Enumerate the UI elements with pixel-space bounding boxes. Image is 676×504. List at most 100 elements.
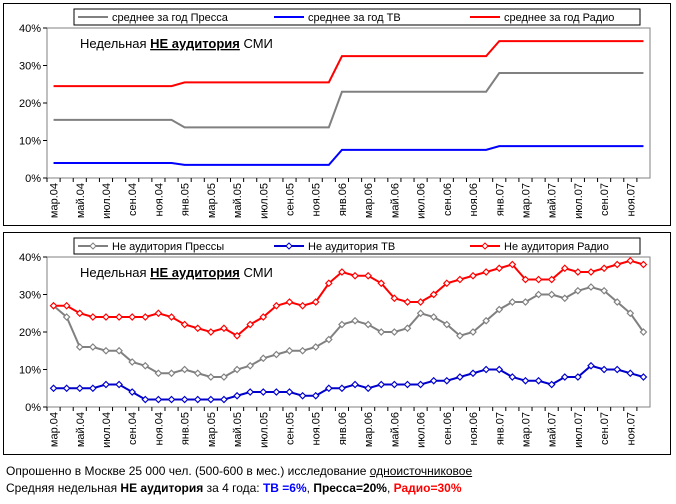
point [574, 373, 582, 381]
point [285, 298, 294, 306]
point [351, 271, 359, 280]
annotation: Недельная НЕ аудитория СМИ [80, 36, 273, 51]
point [180, 395, 189, 404]
x-tick-label: янв.07 [494, 412, 506, 445]
point [311, 343, 320, 351]
point [49, 384, 58, 393]
legend-marker [89, 242, 97, 250]
point [600, 264, 608, 273]
point [233, 365, 241, 374]
footer-text: одноисточниковое [369, 464, 473, 478]
point [75, 384, 84, 393]
x-tick-label: ноя.05 [311, 183, 323, 216]
point [456, 373, 464, 381]
x-tick-label: ноя.07 [625, 183, 637, 216]
x-tick-label: июл.04 [101, 183, 113, 219]
footer-text: , [386, 481, 394, 495]
x-tick-label: май.05 [232, 412, 244, 447]
x-tick-label: май.06 [389, 183, 401, 218]
series-line [53, 259, 644, 337]
legend-label: среднее за год ТВ [308, 12, 401, 24]
point [416, 309, 425, 318]
x-tick-label: янв.06 [337, 183, 349, 216]
point [298, 301, 307, 310]
point [429, 313, 438, 321]
x-tick-label: июл.04 [101, 412, 113, 448]
point [338, 268, 346, 276]
point [115, 313, 123, 321]
point [456, 331, 464, 340]
chart-bottom: 0% 10% 20% 30% 40% мар.04 май.04 июл.04 сен.04 но… [3, 232, 671, 455]
point [102, 380, 110, 389]
point [154, 309, 163, 318]
point [141, 361, 150, 370]
x-tick-label: янв.06 [337, 412, 349, 445]
point [613, 298, 622, 306]
point [167, 395, 176, 404]
annotation-part: Недельная [80, 36, 150, 51]
point [482, 268, 490, 276]
x-tick-label: июл.05 [258, 412, 270, 448]
x-tick-label: мар.05 [206, 183, 218, 218]
x-tick-label: май.07 [547, 412, 559, 447]
x-tick-label: июл.07 [573, 412, 585, 448]
frame [3, 3, 671, 226]
legend-label: Не аудитория ТВ [308, 241, 395, 253]
point [285, 346, 294, 355]
point [207, 373, 215, 381]
point [377, 380, 386, 389]
x-tick-label: янв.07 [494, 183, 506, 216]
point [89, 313, 97, 321]
x-tick-label: июл.06 [416, 412, 428, 448]
point [49, 301, 58, 310]
point [469, 271, 477, 280]
point [128, 388, 137, 396]
x-tick-label: мар.04 [49, 412, 61, 447]
point [180, 365, 189, 374]
footer-line: Средняя недельная НЕ аудитория за 4 года… [6, 480, 472, 497]
point [272, 350, 281, 359]
point [62, 313, 71, 321]
legend-label: среднее за год Радио [504, 12, 614, 24]
point [403, 298, 412, 306]
point [298, 346, 307, 355]
point [351, 380, 359, 389]
annotation: Недельная НЕ аудитория СМИ [80, 265, 273, 280]
footer-text: НЕ аудитория [120, 481, 204, 495]
point [364, 384, 373, 393]
point [495, 365, 504, 374]
x-tick-label: май.04 [75, 183, 87, 218]
point [259, 354, 268, 363]
x-tick-label: ноя.07 [625, 412, 637, 445]
series-line [53, 145, 644, 166]
y-tick-label: 10% [19, 365, 41, 377]
x-tick-label: ноя.06 [468, 183, 480, 216]
point [587, 361, 595, 370]
x-tick-label: сен.04 [127, 183, 139, 216]
point [75, 343, 84, 351]
point [469, 328, 477, 336]
x-tick-label: май.05 [232, 183, 244, 218]
point [233, 331, 241, 340]
point [429, 290, 438, 299]
x-tick-label: ноя.04 [153, 412, 165, 445]
footer-text: Радио=30% [393, 481, 462, 495]
x-tick-label: мар.07 [520, 412, 532, 447]
point [167, 369, 176, 378]
y-tick-label: 40% [19, 252, 41, 264]
point [298, 391, 307, 400]
legend-box [73, 237, 641, 255]
point [193, 369, 202, 378]
point [639, 373, 648, 381]
point [233, 391, 241, 400]
point [154, 395, 163, 404]
legend-box [73, 8, 641, 26]
legend-label: среднее за год Пресса [112, 12, 229, 24]
point [351, 316, 359, 325]
point [324, 384, 333, 393]
x-tick-label: янв.05 [180, 412, 192, 445]
legend-label: Не аудитория Радио [504, 241, 609, 253]
point [128, 313, 137, 321]
point [600, 365, 608, 374]
footer-text: Средняя недельная [6, 481, 121, 495]
